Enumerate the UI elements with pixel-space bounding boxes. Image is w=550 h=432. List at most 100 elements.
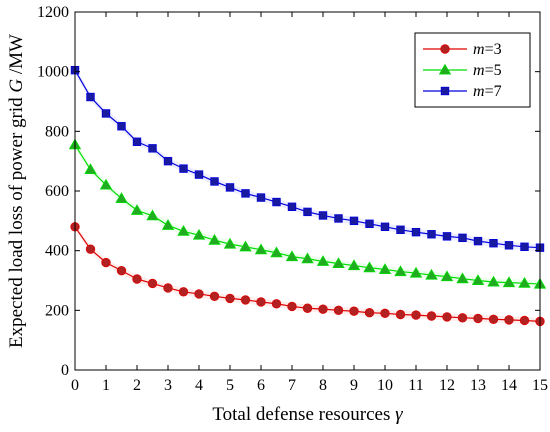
x-tick-label: 6 <box>257 377 265 394</box>
x-tick-label: 13 <box>470 377 486 394</box>
x-tick-label: 7 <box>288 377 296 394</box>
data-point <box>287 202 297 212</box>
x-tick-label: 11 <box>408 377 423 394</box>
data-point <box>208 233 221 245</box>
data-point <box>256 193 266 202</box>
data-point <box>411 227 421 237</box>
legend: m=3 m=5 m=7 <box>414 32 531 108</box>
data-point <box>161 219 175 230</box>
data-point <box>256 297 266 307</box>
data-point <box>318 211 328 220</box>
data-point <box>458 233 467 243</box>
data-point <box>101 257 111 268</box>
y-axis-title: Expected load loss of power grid G /MW <box>6 34 27 348</box>
data-point <box>518 276 531 288</box>
data-point <box>363 261 376 273</box>
y-axis-ticks: 0 200 400 600 800 1000 1200 <box>37 4 540 379</box>
data-point <box>115 192 128 203</box>
data-point <box>380 308 390 319</box>
data-point <box>301 252 314 264</box>
data-point <box>285 250 299 262</box>
legend-label: m=3 <box>473 41 502 58</box>
x-tick-label: 0 <box>71 377 79 394</box>
data-point <box>146 209 159 221</box>
data-point <box>442 232 452 241</box>
data-point <box>316 255 330 266</box>
legend-label: m=7 <box>473 83 502 100</box>
data-point <box>241 189 250 198</box>
data-point <box>332 257 345 269</box>
data-point <box>163 156 173 166</box>
data-point <box>239 240 252 252</box>
y-tick-label: 600 <box>45 183 69 200</box>
data-point <box>116 265 127 276</box>
data-point <box>132 274 142 284</box>
data-point <box>163 283 173 293</box>
data-point <box>473 236 483 246</box>
data-point <box>349 216 359 226</box>
x-tick-label: 14 <box>501 377 517 394</box>
x-tick-label: 1 <box>102 377 110 394</box>
legend-marker <box>440 44 450 54</box>
data-point <box>457 313 468 323</box>
data-point <box>101 109 111 118</box>
data-point <box>504 241 514 250</box>
data-point <box>225 293 235 304</box>
data-point <box>395 309 406 320</box>
data-point <box>364 308 375 318</box>
data-point <box>489 239 498 248</box>
data-point <box>487 275 500 287</box>
legend-marker <box>440 86 450 96</box>
data-point <box>427 230 436 239</box>
data-point <box>99 178 113 190</box>
data-point <box>84 163 97 175</box>
x-tick-label: 12 <box>439 377 455 394</box>
x-tick-label: 5 <box>226 377 234 394</box>
data-point <box>349 306 359 316</box>
data-point <box>473 313 483 324</box>
legend-item: m=3 <box>423 41 502 58</box>
data-point <box>130 204 144 215</box>
legend-marker <box>438 63 452 75</box>
data-point <box>270 246 283 258</box>
data-point <box>240 295 251 305</box>
y-tick-label: 1000 <box>37 64 69 81</box>
x-axis-title: Total defense resources γ <box>212 404 403 425</box>
data-point <box>440 270 454 282</box>
y-tick-label: 400 <box>45 243 69 260</box>
data-point <box>425 268 438 280</box>
legend-label: m=5 <box>473 62 502 79</box>
x-tick-label: 15 <box>532 377 548 394</box>
data-point <box>520 242 529 251</box>
x-axis-ticks: 0 1 2 3 4 5 6 7 8 9 10 11 12 13 14 15 <box>71 12 548 394</box>
x-tick-label: 2 <box>133 377 141 394</box>
data-point <box>504 315 514 325</box>
data-point <box>117 122 126 131</box>
data-point <box>147 278 158 289</box>
data-point <box>209 291 220 302</box>
x-tick-label: 4 <box>195 377 203 394</box>
data-point <box>148 144 157 153</box>
data-point <box>426 311 437 321</box>
data-point <box>303 207 312 217</box>
data-point <box>396 225 405 234</box>
data-point <box>132 137 142 146</box>
data-point <box>333 305 344 316</box>
x-tick-label: 3 <box>164 377 172 394</box>
data-point <box>85 244 96 254</box>
data-point <box>192 228 206 240</box>
y-tick-label: 200 <box>45 302 69 319</box>
data-point <box>271 299 282 309</box>
data-point <box>456 272 469 284</box>
data-point <box>394 265 407 277</box>
data-point <box>519 315 530 326</box>
y-tick-label: 0 <box>61 362 69 379</box>
legend-item: m=7 <box>423 83 502 100</box>
data-point <box>411 310 421 320</box>
data-point <box>177 224 190 236</box>
data-point <box>287 301 297 312</box>
data-point <box>225 183 235 192</box>
data-point <box>223 237 237 249</box>
